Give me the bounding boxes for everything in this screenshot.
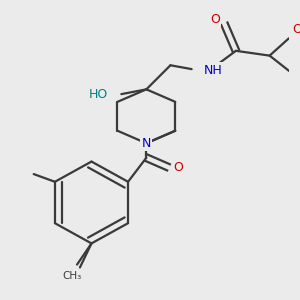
Text: CH₃: CH₃	[63, 271, 82, 281]
Text: HO: HO	[88, 88, 108, 100]
Text: NH: NH	[204, 64, 223, 76]
Text: N: N	[142, 137, 151, 150]
Text: O: O	[292, 23, 300, 36]
Text: O: O	[292, 23, 300, 36]
Text: NH: NH	[204, 64, 223, 76]
Text: O: O	[210, 13, 220, 26]
Text: O: O	[173, 161, 183, 174]
Text: O: O	[173, 161, 183, 174]
Text: N: N	[142, 137, 151, 150]
Text: O: O	[210, 13, 220, 26]
Text: HO: HO	[88, 88, 108, 100]
